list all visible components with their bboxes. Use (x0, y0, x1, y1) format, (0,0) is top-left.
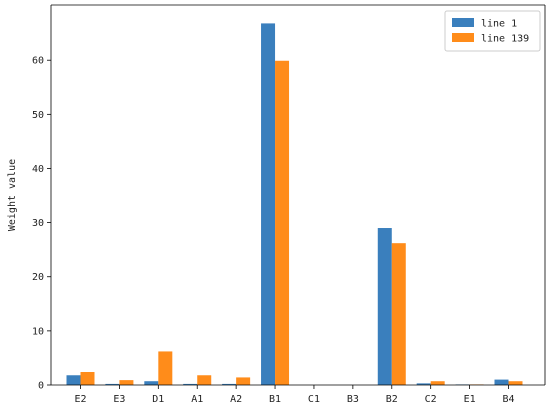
bar-line-1-A1 (183, 383, 198, 385)
bar-line-1-C2 (416, 383, 431, 385)
bar-line-1-A2 (222, 383, 237, 385)
x-tick-label: A1 (191, 394, 203, 405)
legend-label: line 139 (481, 34, 529, 45)
bar-line-139-E3 (119, 380, 134, 385)
x-tick-label: D1 (152, 394, 164, 405)
y-tick-label: 60 (32, 56, 44, 67)
bar-line-1-B1 (261, 23, 276, 385)
legend-swatch (452, 33, 474, 42)
bar-line-139-C2 (430, 381, 445, 385)
x-tick-label: C2 (425, 394, 437, 405)
bar-line-139-B1 (275, 60, 290, 386)
x-tick-label: E3 (113, 394, 125, 405)
x-tick-label: E1 (464, 394, 476, 405)
legend: line 1 line 139 (444, 10, 541, 52)
y-tick-label: 20 (32, 272, 44, 283)
bar-line-1-E2 (66, 375, 81, 385)
bar-line-1-B2 (377, 228, 392, 385)
bar-line-139-E2 (80, 372, 95, 385)
bar-line-139-B2 (391, 243, 406, 385)
x-tick-label: B2 (386, 394, 398, 405)
y-axis-label: Weight value (7, 159, 18, 231)
legend-box (444, 10, 541, 52)
bar-line-139-A2 (236, 377, 251, 385)
bar-line-1-E3 (105, 383, 120, 385)
x-tick-label: B3 (347, 394, 359, 405)
x-tick-label: E2 (74, 394, 86, 405)
bar-line-139-B4 (508, 381, 523, 385)
bar-line-1-D1 (144, 381, 159, 385)
legend-label: line 1 (481, 19, 517, 30)
bar-line-139-A1 (197, 375, 212, 385)
bar-line-139-D1 (158, 351, 173, 385)
y-tick-label: 10 (32, 326, 44, 337)
y-tick-label: 50 (32, 110, 44, 121)
axes-group: 0 10 20 30 40 50 60 E2 E3 D1 A1 A2 B1 C1 B3 B2 C2 E1 B4 (32, 4, 546, 405)
legend-swatch (452, 18, 474, 27)
bar-line-1-B4 (494, 379, 509, 385)
y-tick-label: 40 (32, 164, 44, 175)
x-tick-label: A2 (230, 394, 242, 405)
bars-group (66, 23, 523, 386)
x-tick-label: B1 (269, 394, 281, 405)
x-tick-label: B4 (502, 394, 514, 405)
x-tick-label: C1 (308, 394, 320, 405)
y-tick-label: 0 (38, 381, 44, 392)
y-tick-label: 30 (32, 218, 44, 229)
